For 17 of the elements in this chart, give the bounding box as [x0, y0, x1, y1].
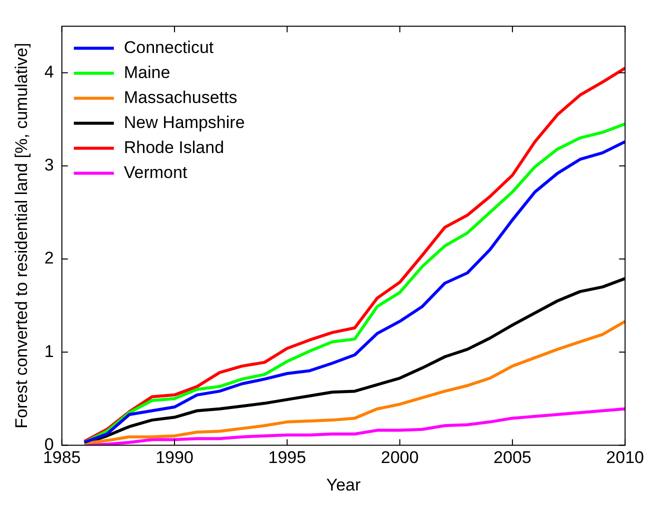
x-tick-label: 2005	[494, 448, 532, 468]
y-tick-label: 1	[44, 342, 54, 361]
legend-label: New Hampshire	[124, 112, 245, 132]
y-axis-title: Forest converted to residential land [%, cumulative]	[12, 42, 31, 428]
legend-label: Maine	[124, 62, 170, 82]
legend-label: Connecticut	[124, 38, 214, 57]
x-axis-title: Year	[326, 475, 361, 494]
legend-label: Rhode Island	[124, 138, 224, 157]
x-tick-label: 1995	[268, 448, 306, 468]
y-tick-label: 2	[44, 248, 54, 268]
y-tick-label: 3	[44, 156, 54, 175]
y-tick-label: 4	[44, 62, 54, 82]
legend-label: Massachusetts	[124, 88, 238, 107]
x-tick-label: 2000	[380, 448, 419, 468]
x-tick-label: 1990	[156, 448, 194, 468]
x-tick-label: 2010	[606, 448, 644, 468]
legend-label: Vermont	[124, 162, 188, 182]
